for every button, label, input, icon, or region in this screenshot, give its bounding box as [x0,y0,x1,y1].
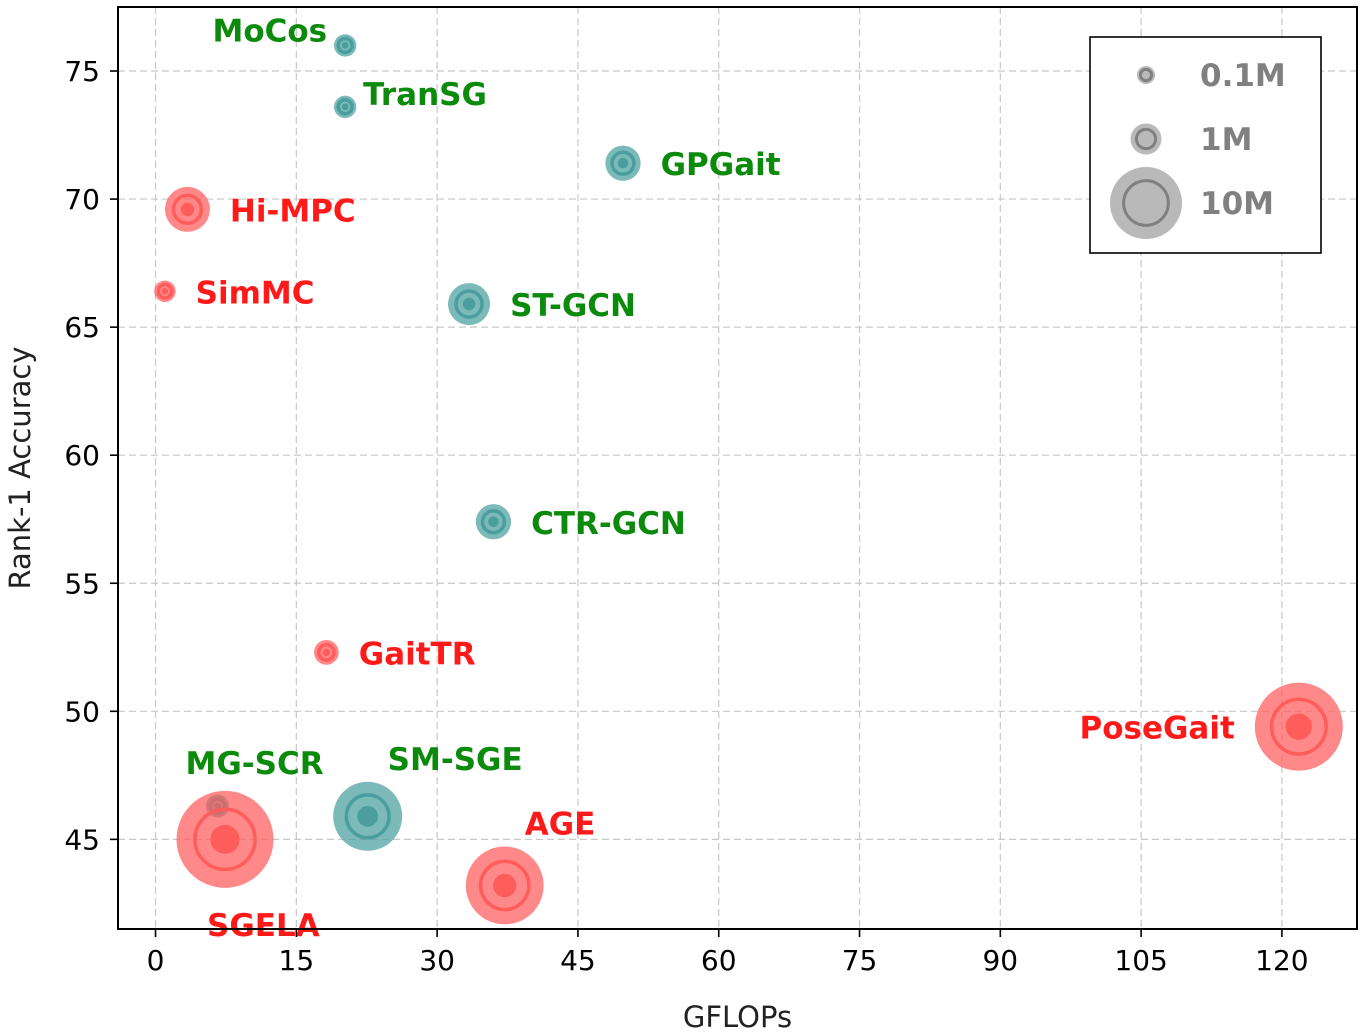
point-gaittr [314,640,339,665]
point-core-mocos [341,42,349,49]
point-ring-posegait [1269,697,1328,756]
point-ring-mocos [336,36,354,55]
x-tick-label: 30 [419,944,455,977]
grid-lines [118,7,1357,929]
x-tick-label: 105 [1114,944,1167,977]
point-core-st-gcn [462,297,476,311]
point-simmc [154,280,176,303]
label-gpgait: GPGait [661,147,781,183]
point-mocos [333,34,357,57]
legend-marker-outer [1109,166,1183,240]
point-core-transg [341,103,349,111]
label-ctr-gcn: CTR-GCN [531,506,686,542]
legend: 0.1M 1M 10M [1089,36,1322,254]
axis-ticks: 0 15 30 45 60 75 90 105 120 45 50 55 60 65 70 75 [64,55,1308,977]
y-tick-label: 50 [64,695,100,728]
legend-marker-ring [1122,179,1170,227]
y-tick-label: 70 [64,183,100,216]
point-ring-hi-mpc [171,193,204,225]
point-hi-mpc [165,186,210,232]
legend-marker-ring [1134,127,1158,151]
label-sm-sge: SM-SGE [388,742,523,778]
point-gpgait [605,145,641,181]
legend-item: 1M [1130,122,1252,158]
data-points [154,34,1343,925]
point-core-gpgait [617,157,629,169]
point-ring-ctr-gcn [480,509,507,535]
point-ring-st-gcn [454,289,484,319]
plot-frame [117,6,1358,930]
label-transg: TranSG [363,77,487,113]
point-ring-transg [336,98,354,116]
x-tick-label: 60 [701,944,737,977]
point-core-simmc [161,288,169,295]
label-hi-mpc: Hi-MPC [230,193,356,229]
point-ring-gpgait [610,150,636,176]
label-age: AGE [525,807,596,843]
point-ring-simmc [156,282,174,300]
legend-marker-ring [1138,67,1154,83]
legend-item: 0.1M [1136,58,1286,94]
point-age [465,846,544,925]
legend-label: 1M [1200,122,1252,158]
y-tick-label: 75 [64,55,100,88]
x-tick-label: 75 [842,944,878,977]
label-sgela: SGELA [207,908,320,944]
point-ring-age [478,859,531,912]
point-ring-gaittr [316,642,336,662]
label-posegait: PoseGait [1079,711,1234,747]
point-ring-sm-sge [344,793,391,840]
point-labels: MoCos TranSG GPGait Hi-MPC SimMC ST-GCN CTR-GC… [185,13,1234,943]
point-sm-sge [333,781,403,851]
y-tick-label: 65 [64,311,100,344]
point-core-hi-mpc [180,202,195,217]
label-gaittr: GaitTR [359,636,476,672]
label-simmc: SimMC [196,275,315,311]
point-core-age [493,873,517,898]
point-st-gcn [448,283,491,326]
point-core-ctr-gcn [488,516,499,528]
label-st-gcn: ST-GCN [510,288,636,324]
point-core-sm-sge [357,805,379,827]
x-tick-label: 0 [147,944,165,977]
point-sgela [176,790,274,888]
point-core-sgela [210,824,240,854]
x-tick-label: 120 [1255,944,1308,977]
legend-label: 0.1M [1200,58,1286,94]
point-ctr-gcn [475,504,512,540]
y-tick-label: 60 [64,439,100,472]
label-mg-scr: MG-SCR [185,746,323,782]
point-core-gaittr [322,648,331,657]
legend-label: 10M [1200,186,1274,222]
y-axis-label: Rank-1 Accuracy [3,347,37,590]
x-tick-label: 45 [560,944,596,977]
x-axis-label: GFLOPs [683,1000,792,1033]
x-tick-label: 15 [279,944,315,977]
point-core-posegait [1285,713,1313,740]
x-tick-label: 90 [982,944,1018,977]
y-tick-label: 45 [64,823,100,856]
legend-item: 10M [1109,166,1274,240]
point-ring-sgela [193,807,257,872]
y-tick-label: 55 [64,567,100,600]
label-mocos: MoCos [212,13,327,49]
point-posegait [1254,682,1343,771]
point-transg [333,95,357,119]
